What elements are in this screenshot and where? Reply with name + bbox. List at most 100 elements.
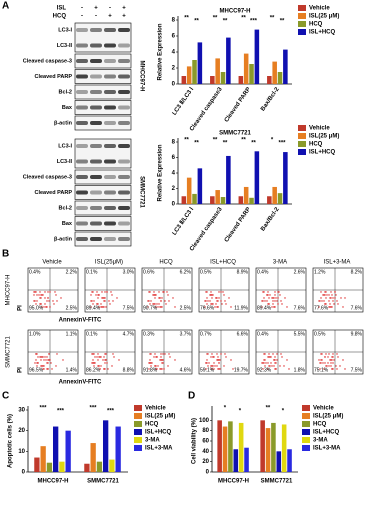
flow-dot: [147, 306, 149, 308]
flow-dot: [60, 297, 62, 299]
flow-dot: [35, 353, 37, 355]
flow-dot: [206, 362, 208, 364]
legend-swatch: [298, 125, 306, 131]
flow-x-label: AnnexinV-FITC: [59, 318, 102, 324]
y-tick-label: 30: [18, 408, 25, 414]
flow-dot: [162, 353, 164, 355]
bar: [243, 53, 249, 84]
legend-label: ISL+HCQ: [309, 150, 336, 156]
x-tick-label: Cleaved caspase3: [189, 86, 224, 132]
blot-band: [90, 237, 102, 241]
bar: [115, 426, 121, 472]
flow-dot: [334, 297, 336, 299]
bar: [254, 29, 260, 85]
flow-cell-line: MHCC97-H: [6, 274, 12, 305]
significance: **: [223, 19, 228, 25]
bar: [226, 37, 231, 84]
flow-dot: [33, 294, 35, 296]
flow-dot: [330, 359, 332, 361]
flow-dot: [48, 300, 50, 302]
blot-frame: [74, 115, 132, 131]
flow-dot: [49, 359, 51, 361]
flow-dot: [151, 362, 153, 364]
flow-dot: [276, 353, 278, 355]
legend-swatch: [298, 133, 306, 139]
quadrant-value: 8.2%: [351, 269, 363, 275]
flow-dot: [280, 353, 282, 355]
flow-dot: [211, 297, 213, 299]
flow-dot: [150, 362, 152, 364]
y-tick-label: 0: [172, 82, 176, 88]
flow-dot: [272, 300, 274, 302]
flow-dot: [159, 359, 161, 361]
flow-cell-line: SMMC7721: [6, 336, 12, 368]
treatment-sign: -: [95, 14, 97, 20]
flow-dot: [228, 297, 230, 299]
flow-dot: [205, 362, 207, 364]
flow-dot: [100, 365, 102, 367]
blot-band: [90, 28, 102, 32]
legend-label: HCQ: [313, 422, 327, 428]
flow-dot: [153, 294, 155, 296]
flow-dot: [42, 356, 44, 358]
flow-dot: [320, 362, 322, 364]
flow-dot: [35, 303, 37, 305]
flow-dot: [217, 368, 219, 370]
legend-label: 3-MA: [145, 438, 160, 444]
flow-dot: [211, 353, 213, 355]
flow-dot: [274, 306, 276, 308]
flow-dot: [268, 303, 270, 305]
significance: **: [223, 141, 228, 147]
bar: [59, 461, 65, 472]
flow-dot: [162, 291, 164, 293]
flow-dot: [342, 359, 344, 361]
flow-dot: [207, 300, 209, 302]
flow-dot: [168, 353, 170, 355]
bar: [217, 420, 222, 472]
flow-dot: [325, 303, 327, 305]
flow-dot: [263, 291, 265, 293]
flow-dot: [156, 356, 158, 358]
flow-dot: [275, 362, 277, 364]
flow-dot: [159, 306, 161, 308]
blot-band: [104, 105, 116, 110]
flow-dot: [262, 362, 264, 364]
flow-dot: [224, 300, 226, 302]
flow-dot: [154, 297, 156, 299]
flow-dot: [212, 365, 214, 367]
flow-dot: [332, 356, 334, 358]
y-tick-label: 6: [172, 155, 176, 161]
significance: ***: [250, 19, 258, 25]
flow-dot: [327, 362, 329, 364]
quadrant-value: 11.9%: [234, 305, 248, 311]
flow-dot: [213, 362, 215, 364]
flow-dot: [286, 306, 288, 308]
quadrant-value: 95.0%: [29, 305, 44, 311]
blot-row-label: β-actin: [54, 236, 73, 242]
flow-dot: [33, 300, 35, 302]
significance: **: [270, 16, 275, 22]
flow-dot: [276, 359, 278, 361]
blot-row-label: LC3-I: [58, 27, 72, 33]
flow-dot: [209, 294, 211, 296]
flow-dot: [103, 306, 105, 308]
blot-frame: [74, 138, 132, 169]
blot-row-label: Cleaved caspase-3: [23, 174, 72, 180]
flow-dot: [164, 300, 166, 302]
flow-dot: [51, 368, 53, 370]
flow-dot: [204, 300, 206, 302]
flow-dot: [288, 368, 290, 370]
flow-dot: [331, 306, 333, 308]
flow-dot: [320, 291, 322, 293]
flow-dot: [90, 306, 92, 308]
flow-dot: [217, 356, 219, 358]
flow-dot: [91, 353, 93, 355]
flow-dot: [281, 356, 283, 358]
flow-dot: [112, 300, 114, 302]
flow-dot: [331, 359, 333, 361]
flow-dot: [318, 359, 320, 361]
significance: **: [241, 138, 246, 144]
flow-dot: [98, 356, 100, 358]
flow-dot: [55, 365, 57, 367]
blot-band: [104, 237, 116, 241]
